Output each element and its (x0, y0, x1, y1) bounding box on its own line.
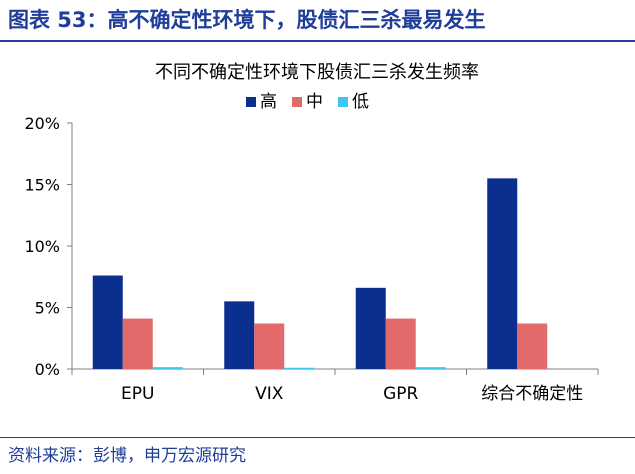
y-tick-label: 10% (24, 237, 60, 256)
x-category-label: EPU (121, 384, 154, 404)
bar (152, 367, 183, 369)
source-divider (0, 437, 635, 438)
bars (92, 178, 548, 369)
bar (487, 178, 518, 369)
legend-label: 低 (352, 92, 369, 112)
legend-label: 中 (306, 92, 323, 112)
x-category-label: VIX (255, 384, 284, 404)
x-category-label: GPR (383, 384, 418, 404)
y-tick-label: 15% (24, 176, 60, 195)
y-tick-label: 0% (35, 360, 60, 379)
x-category-label: 综合不确定性 (481, 384, 583, 404)
bar (224, 301, 255, 369)
bar (415, 367, 446, 369)
source-note: 资料来源：彭博，申万宏源研究 (8, 446, 246, 466)
bar (284, 367, 315, 369)
y-tick-label: 20% (24, 114, 60, 133)
x-axis: EPU VIX GPR 综合不确定性 (71, 368, 599, 404)
legend-swatch (292, 97, 302, 107)
title-divider (0, 40, 635, 42)
y-axis: 0% 5% 10% 15% 20% (24, 114, 73, 379)
y-tick-label: 5% (35, 299, 60, 318)
bar-chart: 不同不确定性环境下股债汇三杀发生频率 高 中 低 0% 5% 10% 15% 20% EPU… (24, 62, 599, 404)
legend-swatch (246, 97, 256, 107)
legend: 高中低 (246, 92, 369, 112)
bar (355, 287, 386, 369)
chart-title: 不同不确定性环境下股债汇三杀发生频率 (155, 62, 479, 83)
legend-swatch (338, 97, 348, 107)
bar (122, 318, 153, 369)
bar (385, 318, 416, 369)
bar (92, 275, 123, 369)
legend-label: 高 (260, 92, 277, 112)
figure-title: 图表 53：高不确定性环境下，股债汇三杀最易发生 (8, 8, 486, 32)
bar (254, 323, 285, 369)
bar (517, 323, 548, 369)
